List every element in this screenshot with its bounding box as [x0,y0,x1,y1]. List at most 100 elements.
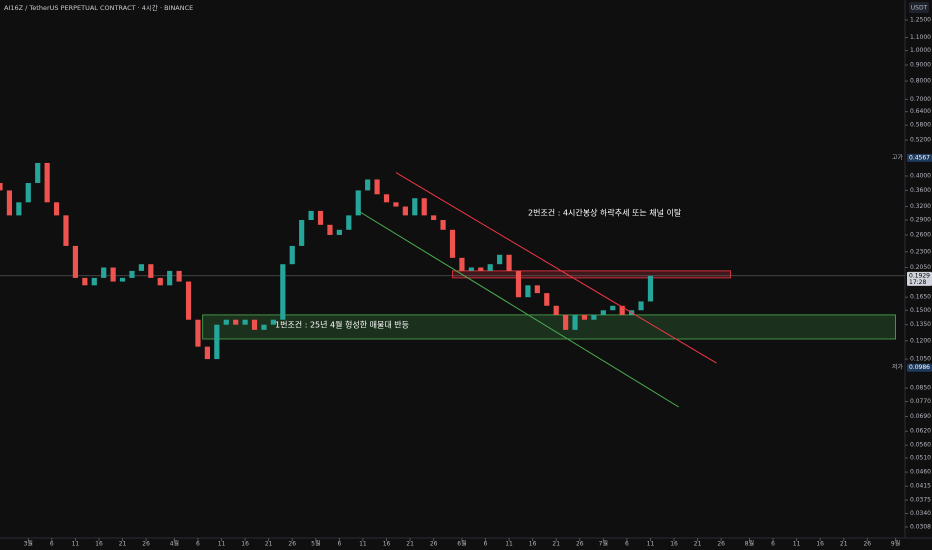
chart-title: AI16Z / TetherUS PERPETUAL CONTRACT · 4시… [4,3,193,12]
candle [572,314,578,330]
x-tick-label: 6 [625,541,629,548]
y-tick-label: 0.2900 [910,217,931,224]
y-tick-label: 0.9000 [910,61,931,68]
y-tick-label: 0.0560 [910,442,931,449]
zone [202,314,896,340]
candle [138,264,144,271]
candle [393,202,399,207]
trend-line [357,210,680,408]
last-price: 0.1929 [909,272,930,279]
x-tick-label: 4월 [170,540,179,548]
y-tick-label: 1.2500 [910,17,931,24]
x-tick-label: 26 [430,541,438,548]
y-tick-label: 0.0375 [910,497,931,504]
y-tick-label: 0.1050 [910,356,931,363]
y-tick-label: 0.0850 [910,385,931,392]
y-tick-label: 0.5800 [910,122,931,129]
y-tick-label: 0.0460 [910,469,931,476]
annotation: 2번조건 : 4시간봉상 하락추세 또는 채널 이탈 [528,208,682,218]
x-tick-label: 16 [383,541,391,548]
candle [600,310,606,315]
candle [299,220,305,246]
y-tick-label: 0.3600 [910,187,931,194]
y-tick-label: 0.2300 [910,248,931,255]
y-tick-label: 0.0690 [910,413,931,420]
y-tick-label: 0.6400 [910,108,931,115]
candle [506,254,512,271]
last-price-box [907,271,932,286]
y-tick-label: 0.1350 [910,321,931,328]
y-tick-label: 0.7000 [910,96,931,103]
y-tick-label: 0.1650 [910,294,931,301]
candle [355,190,361,216]
x-tick-label: 16 [241,541,249,548]
candle [553,305,559,315]
y-tick-label: 1.1000 [910,34,931,41]
candle [449,229,456,258]
x-tick-label: 21 [552,541,560,548]
x-tick-label: 16 [529,541,537,548]
candle [647,275,654,302]
x-tick-label: 11 [359,541,367,548]
x-tick-label: 9월 [891,540,900,548]
x-tick-label: 21 [119,541,127,548]
candle [233,319,239,325]
x-tick-label: 21 [406,541,414,548]
candle [421,198,427,216]
y-tick-label: 0.0340 [910,510,931,517]
candle [53,202,60,216]
trend-line [395,172,717,364]
x-tick-label: 16 [816,541,824,548]
x-tick-label: 21 [694,541,702,548]
x-tick-label: 16 [95,541,103,548]
candle [638,301,644,311]
candle [619,305,625,315]
y-tick-label: 0.2050 [910,264,931,271]
candle [167,270,173,286]
candle [412,198,418,216]
x-tick-label: 26 [288,541,296,548]
x-tick-label: 11 [647,541,655,548]
candle [289,245,295,265]
y-tick-label: 0.3200 [910,203,931,210]
candle [251,319,258,330]
candle [591,314,597,320]
price-tag-name: 고가 [892,153,904,161]
price-tag-box [907,363,932,372]
y-tick-label: 0.4000 [910,172,931,179]
x-tick-label: 11 [218,541,226,548]
y-tick-label: 0.1200 [910,337,931,344]
x-tick-label: 21 [840,541,848,548]
y-tick-label: 0.1500 [910,307,931,314]
candle [261,324,267,330]
candle [515,270,522,298]
candle [383,194,390,203]
x-tick-label: 6 [484,541,488,548]
x-tick-label: 26 [142,541,150,548]
candle [119,277,126,282]
candle [214,324,220,360]
x-tick-label: 7월 [599,540,608,548]
candle [544,293,550,306]
y-tick-label: 0.0510 [910,454,931,461]
annotation: 1번조건 : 25년 4월 형성한 매물대 반등 [275,320,409,330]
candle [223,319,229,325]
candle [374,179,380,195]
candle [270,319,276,325]
x-tick-label: 6월 [457,540,466,548]
candle [317,210,324,225]
x-tick-label: 8월 [745,540,754,548]
candle [431,215,437,221]
candle [581,314,588,320]
candle [91,277,97,286]
candle [308,210,314,221]
candle [280,264,286,320]
candle [459,257,465,271]
x-tick-label: 6 [50,541,54,548]
x-tick-label: 11 [505,541,513,548]
candle [402,206,408,216]
x-tick-label: 3월 [24,540,33,548]
x-tick-label: 21 [265,541,273,548]
